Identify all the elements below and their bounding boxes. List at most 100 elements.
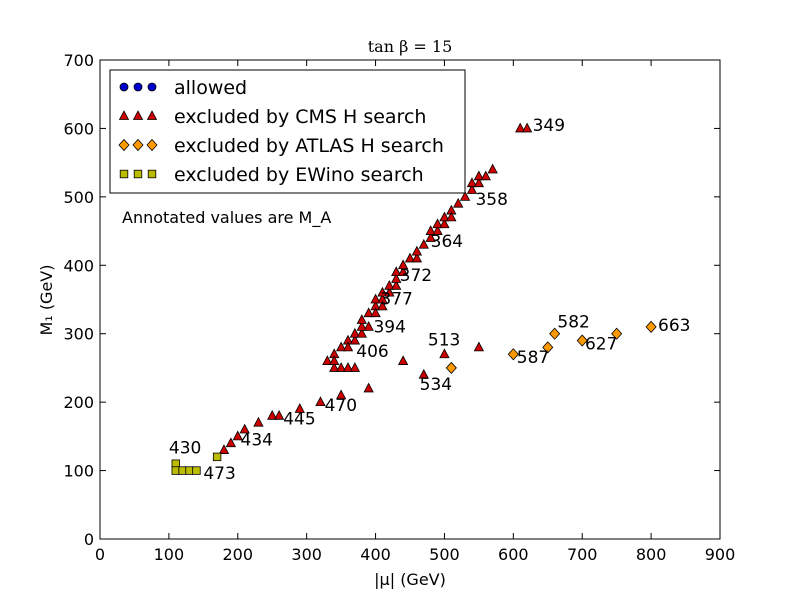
cms-marker [370, 307, 381, 318]
cms-marker [397, 259, 409, 270]
cms-marker [363, 307, 374, 318]
cms-marker [342, 341, 354, 352]
cms-marker [397, 355, 409, 365]
cms-marker [446, 211, 457, 222]
legend-cms-marker [132, 110, 144, 120]
x-tick-label: 800 [636, 545, 667, 564]
point-annotation: 473 [203, 464, 235, 484]
cms-marker [397, 266, 409, 277]
cms-marker [253, 416, 264, 427]
cms-marker [432, 218, 443, 229]
ewino-marker [212, 452, 222, 462]
atlas-marker [507, 348, 519, 361]
point-annotation: 663 [658, 316, 690, 336]
y-tick-label: 400 [63, 256, 94, 275]
cms-marker [335, 362, 347, 372]
point-annotation: 470 [325, 396, 357, 416]
cms-marker [425, 225, 436, 235]
cms-marker [391, 279, 402, 290]
y-tick-label: 500 [63, 188, 94, 207]
legend-label-allowed: allowed [174, 77, 247, 99]
point-annotation: 372 [400, 266, 432, 286]
cms-marker [418, 238, 429, 249]
atlas-marker [645, 320, 657, 333]
cms-marker [239, 423, 250, 434]
legend-ewino-marker [133, 169, 143, 179]
cms-marker [473, 177, 485, 188]
cms-marker [473, 170, 485, 181]
legend-atlas-marker [132, 138, 144, 152]
cms-marker [377, 286, 388, 297]
x-tick-label: 0 [95, 545, 105, 564]
cms-marker [384, 279, 395, 290]
cms-marker [466, 184, 478, 194]
legend-cms-marker [118, 110, 130, 120]
point-annotation: 627 [585, 334, 617, 354]
cms-marker [329, 355, 340, 365]
cms-marker [225, 437, 237, 448]
point-annotation: 349 [533, 116, 565, 136]
point-annotation: 377 [380, 289, 412, 309]
legend-allowed-marker [133, 82, 143, 92]
x-tick-label: 600 [498, 545, 529, 564]
plot-frame [99, 59, 721, 540]
annotation-note: Annotated values are M_A [122, 208, 331, 228]
cms-marker [521, 122, 533, 133]
y-tick-label: 100 [63, 462, 94, 481]
legend-label-ewino: excluded by EWino search [174, 164, 424, 186]
cms-marker [459, 191, 471, 201]
cms-marker [473, 341, 485, 352]
x-tick-label: 200 [223, 545, 254, 564]
cms-marker [453, 197, 464, 208]
cms-marker [335, 389, 347, 400]
cms-marker [349, 362, 361, 372]
cms-marker [487, 163, 498, 174]
cms-marker [384, 286, 395, 297]
point-annotation: 513 [428, 330, 460, 350]
cms-marker [418, 368, 429, 379]
atlas-marker [549, 327, 561, 340]
atlas-marker [542, 341, 554, 354]
y-tick-label: 0 [84, 530, 94, 549]
point-annotation: 358 [475, 190, 507, 210]
cms-marker [466, 177, 478, 188]
x-tick-label: 100 [154, 545, 185, 564]
cms-marker [391, 266, 402, 277]
x-axis-title: |μ| (GeV) [374, 570, 446, 589]
x-tick-label: 400 [360, 545, 391, 564]
point-annotation: 406 [356, 342, 388, 362]
atlas-marker [445, 361, 457, 375]
cms-marker [404, 252, 416, 263]
x-tick-label: 700 [567, 545, 598, 564]
cms-marker [294, 403, 305, 413]
point-annotation: 364 [431, 232, 463, 252]
ewino-marker [185, 466, 194, 475]
ewino-marker [192, 466, 201, 475]
cms-marker [370, 293, 381, 304]
legend-allowed-marker [119, 82, 129, 92]
legend-allowed-marker [147, 82, 157, 92]
point-annotation: 445 [283, 410, 315, 430]
atlas-marker [576, 334, 588, 347]
atlas-marker [611, 327, 623, 340]
cms-marker [411, 245, 423, 256]
point-annotation: 534 [420, 375, 452, 395]
legend-cms-marker [146, 110, 158, 120]
cms-marker [425, 232, 436, 242]
point-annotation: 434 [241, 430, 273, 450]
x-tick-label: 900 [705, 545, 736, 564]
y-tick-label: 700 [63, 51, 94, 70]
legend-box [109, 69, 466, 194]
ewino-marker [178, 466, 187, 475]
cms-marker [439, 348, 450, 359]
point-annotation: 430 [169, 438, 201, 458]
legend-label-cms: excluded by CMS H search [174, 106, 426, 128]
cms-marker [267, 409, 278, 420]
legend-ewino-marker [147, 169, 157, 179]
cms-marker [356, 327, 367, 338]
y-tick-label: 300 [63, 325, 94, 344]
y-tick-label: 600 [63, 119, 94, 138]
y-axis-title: M₁ (GeV) [37, 265, 56, 336]
legend-label-atlas: excluded by ATLAS H search [174, 135, 444, 157]
